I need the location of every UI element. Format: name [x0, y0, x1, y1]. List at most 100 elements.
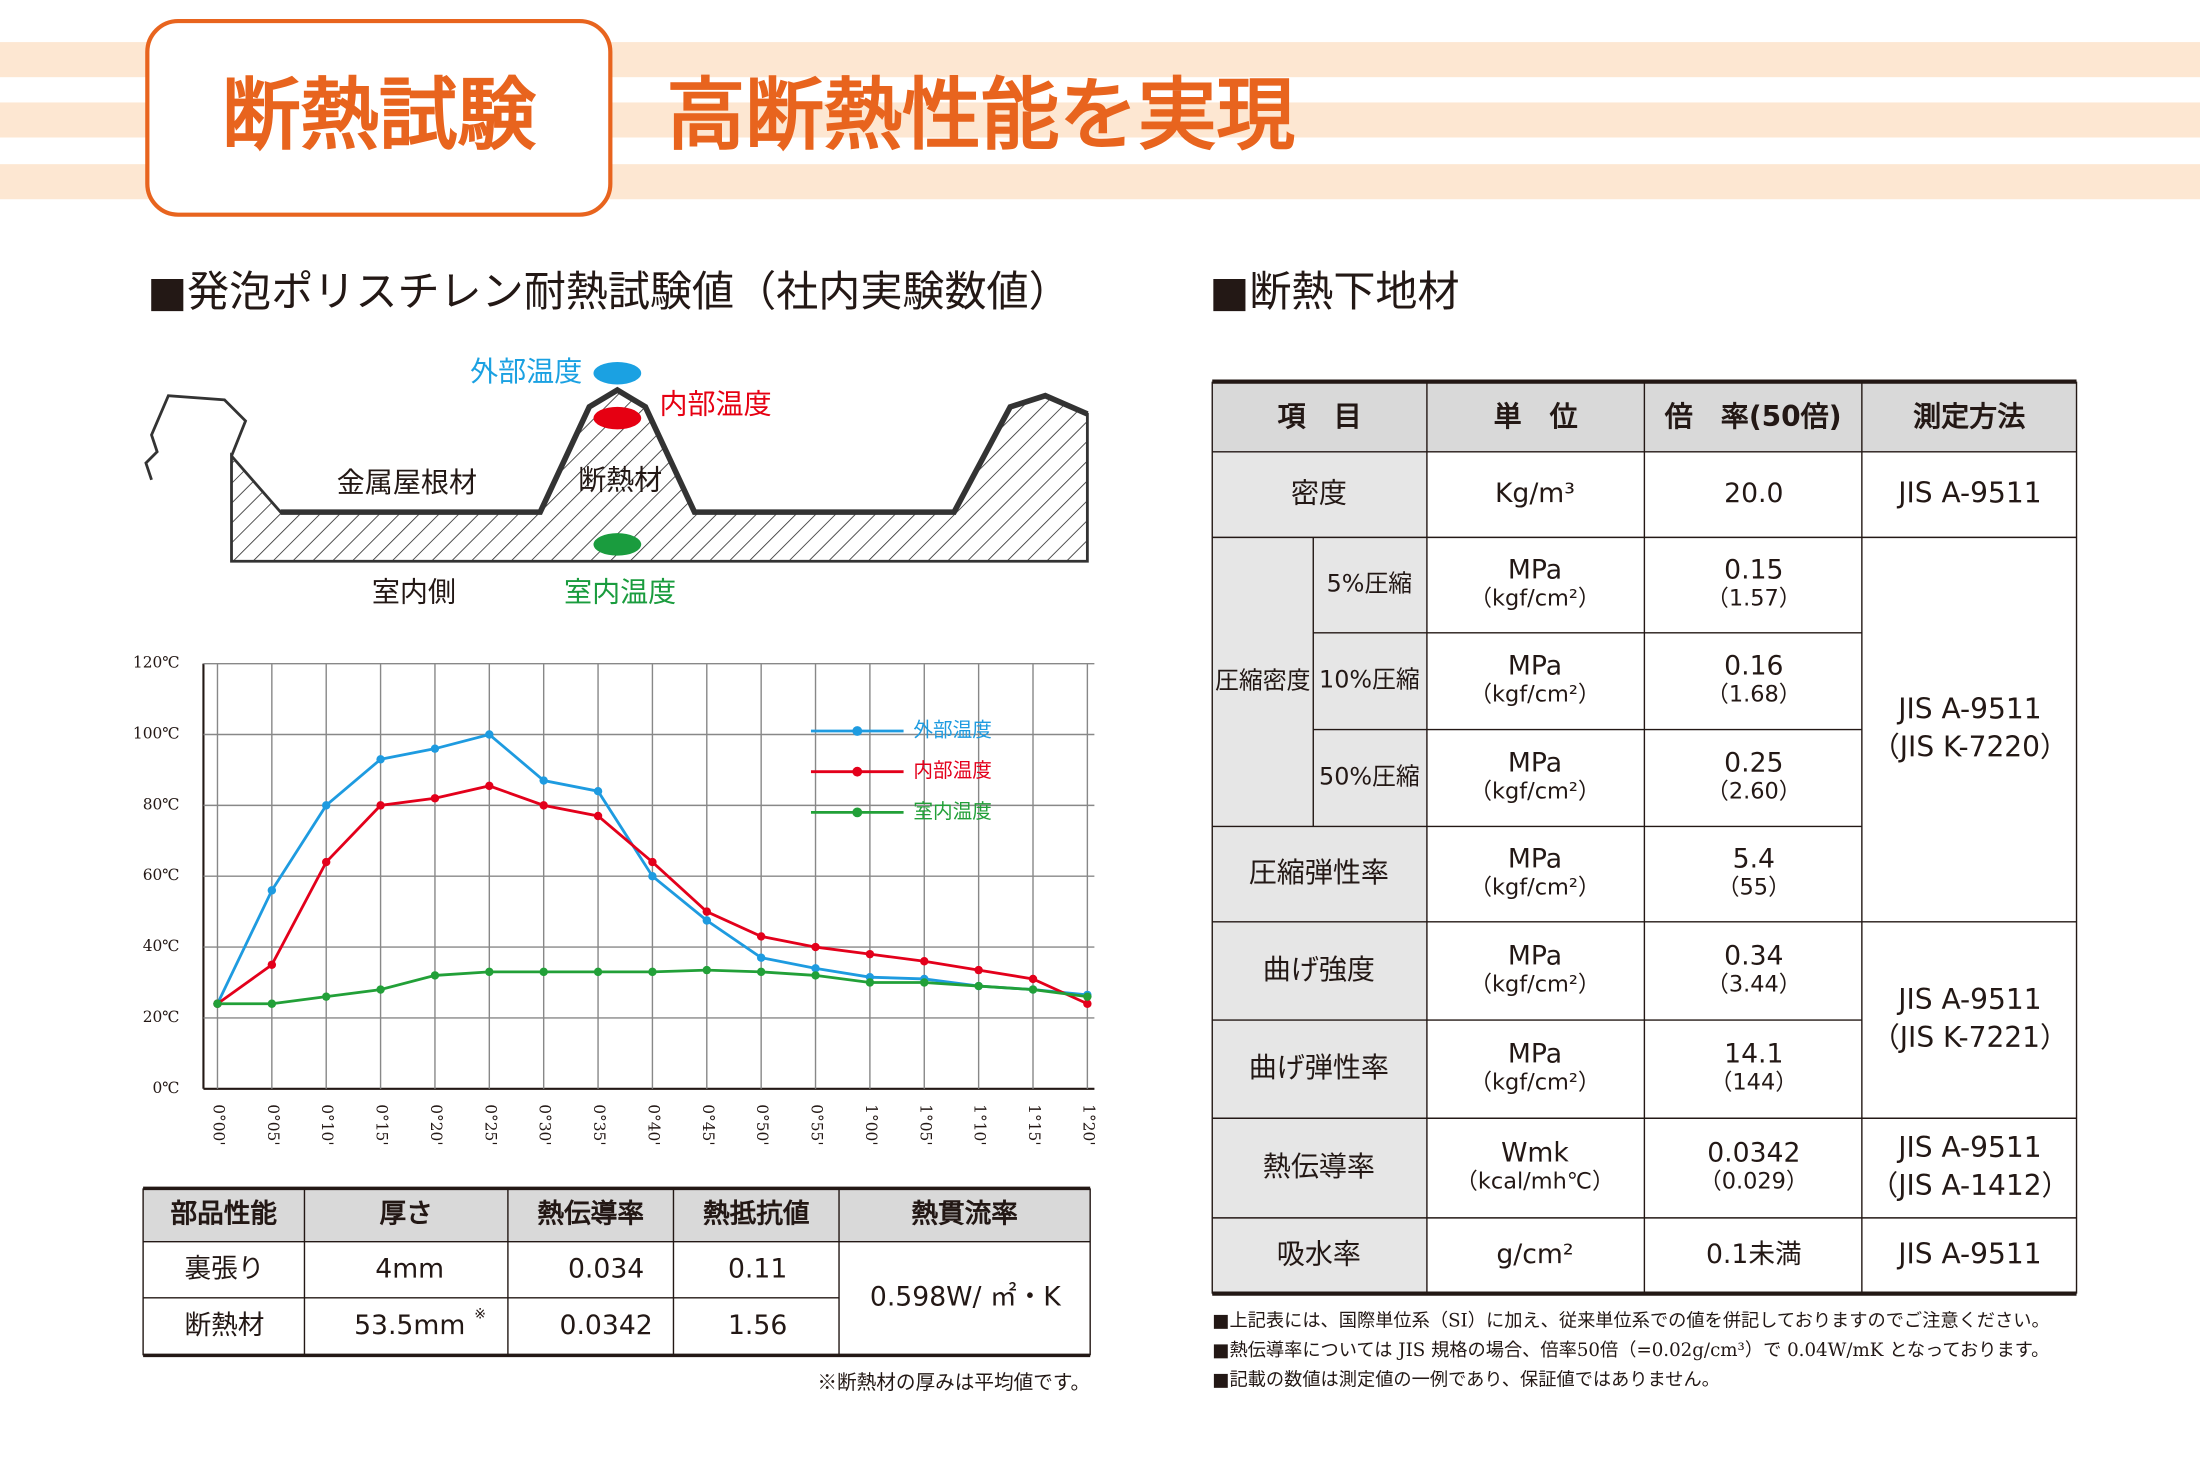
- table-cell: MPa: [1508, 651, 1562, 682]
- table-cell: 5.4: [1733, 844, 1775, 875]
- table-header: 厚さ: [380, 1199, 433, 1230]
- data-point: [865, 978, 875, 987]
- table-cell: 0.25: [1724, 747, 1783, 778]
- table-cell: Kg/m³: [1495, 478, 1575, 509]
- table-item: 密度: [1291, 477, 1347, 510]
- table-cell: （144）: [1710, 1070, 1798, 1096]
- table-cell: （kgf/cm²）: [1470, 875, 1601, 901]
- data-point: [376, 755, 385, 764]
- x-tick-label: 0°20': [427, 1104, 445, 1145]
- table-cell: （JIS A-1412）: [1870, 1169, 2069, 1202]
- table-header: 倍 率(50倍): [1664, 400, 1842, 433]
- y-tick-label: 120℃: [133, 654, 180, 672]
- diagram-label: 外部温度: [470, 355, 582, 388]
- data-point: [593, 967, 603, 977]
- data-point: [648, 967, 657, 977]
- data-point: [1028, 985, 1038, 994]
- data-point: [974, 965, 983, 975]
- table-cell: MPa: [1508, 1039, 1562, 1070]
- section-title: ■発泡ポリスチレン耐熱試験値（社内実験数値）: [147, 267, 1070, 316]
- roof-edge: [144, 394, 248, 481]
- x-tick-label: 1°00': [862, 1104, 880, 1145]
- legend-dot: [852, 807, 863, 818]
- x-tick-label: 0°25': [481, 1104, 499, 1145]
- table-cell: （JIS K-7220）: [1872, 731, 2068, 764]
- data-point: [322, 857, 331, 867]
- table-cell: JIS A-9511: [1896, 1131, 2041, 1164]
- table-cell: （kgf/cm²）: [1470, 586, 1601, 612]
- x-tick-label: 0°10': [318, 1104, 336, 1145]
- data-point: [593, 811, 603, 821]
- data-point: [756, 967, 766, 977]
- table-header: 部品性能: [170, 1199, 277, 1230]
- diagram-label: 室内温度: [564, 576, 676, 609]
- table-header: 熱貫流率: [911, 1199, 1018, 1230]
- y-tick-label: 0℃: [153, 1079, 180, 1097]
- headline: 高断熱性能を実現: [666, 69, 1295, 161]
- diagram-label: 室内側: [372, 576, 456, 609]
- badge-text: 断熱試験: [222, 69, 537, 161]
- x-tick-label: 1°15': [1025, 1104, 1043, 1145]
- table-header: 項 目: [1278, 400, 1362, 433]
- legend-dot: [852, 726, 863, 736]
- x-tick-label: 1°05': [916, 1104, 934, 1145]
- inside-dot: [593, 406, 642, 430]
- data-point: [430, 971, 440, 980]
- table-cell: （55）: [1717, 875, 1790, 901]
- data-point: [1028, 974, 1038, 984]
- diagram-label: 金属屋根材: [337, 466, 477, 499]
- data-point: [485, 781, 494, 791]
- data-point: [485, 730, 494, 739]
- x-tick-label: 1°20': [1079, 1104, 1097, 1145]
- table-note: ※断熱材の厚みは平均値です。: [817, 1371, 1090, 1394]
- legend-label: 内部温度: [913, 759, 992, 782]
- table-cell: （2.60）: [1706, 779, 1801, 805]
- outside-dot: [593, 361, 642, 385]
- data-point: [756, 953, 766, 962]
- x-tick-label: 0°55': [808, 1104, 826, 1145]
- table-cell: （kgf/cm²）: [1470, 682, 1601, 708]
- data-point: [811, 942, 820, 952]
- diagram-label: 断熱材: [578, 463, 662, 496]
- badge-frame: [145, 18, 613, 217]
- data-point: [648, 872, 657, 881]
- table-cell: JIS A-9511: [1896, 477, 2041, 510]
- legend-dot: [852, 766, 863, 777]
- table-cell: MPa: [1508, 555, 1562, 586]
- table-cell: 0.034: [568, 1253, 644, 1284]
- data-point: [213, 999, 222, 1008]
- data-point: [539, 967, 548, 977]
- metal-roof: [280, 386, 1089, 515]
- table-cell: （kgf/cm²）: [1470, 779, 1601, 805]
- data-point: [430, 744, 440, 753]
- footnote-mark: ※: [474, 1307, 486, 1323]
- table-cell: JIS A-9511: [1896, 693, 2041, 726]
- table-cell: （kgf/cm²）: [1470, 971, 1601, 997]
- data-point: [593, 786, 603, 796]
- diagram-label: 内部温度: [659, 387, 771, 420]
- table-cell: 0.0342: [560, 1310, 653, 1341]
- x-tick-label: 0°35': [590, 1104, 608, 1145]
- section-title: ■断熱下地材: [1209, 267, 1459, 316]
- table-item: 曲げ強度: [1263, 953, 1375, 986]
- table-cell: 0.34: [1724, 940, 1783, 971]
- x-tick-label: 0°30': [536, 1104, 554, 1145]
- table-label-bg: [1212, 451, 1427, 1294]
- data-point: [267, 999, 277, 1008]
- data-point: [920, 957, 929, 966]
- data-point: [648, 857, 657, 867]
- table-group: 圧縮密度: [1215, 666, 1310, 694]
- table-cell: （JIS K-7221）: [1872, 1021, 2068, 1054]
- table-cell: 断熱材: [185, 1310, 265, 1341]
- data-point: [702, 965, 712, 975]
- data-point: [974, 981, 983, 991]
- table-cell: （kgf/cm²）: [1470, 1070, 1601, 1096]
- x-tick-label: 0°50': [753, 1104, 771, 1145]
- table-cell: 裏張り: [185, 1253, 265, 1284]
- table-cell: MPa: [1508, 940, 1562, 971]
- table-cell: JIS A-9511: [1896, 1238, 2041, 1271]
- table-cell: 0.11: [728, 1253, 787, 1284]
- data-point: [920, 978, 929, 987]
- table-header: 測定方法: [1913, 400, 2025, 433]
